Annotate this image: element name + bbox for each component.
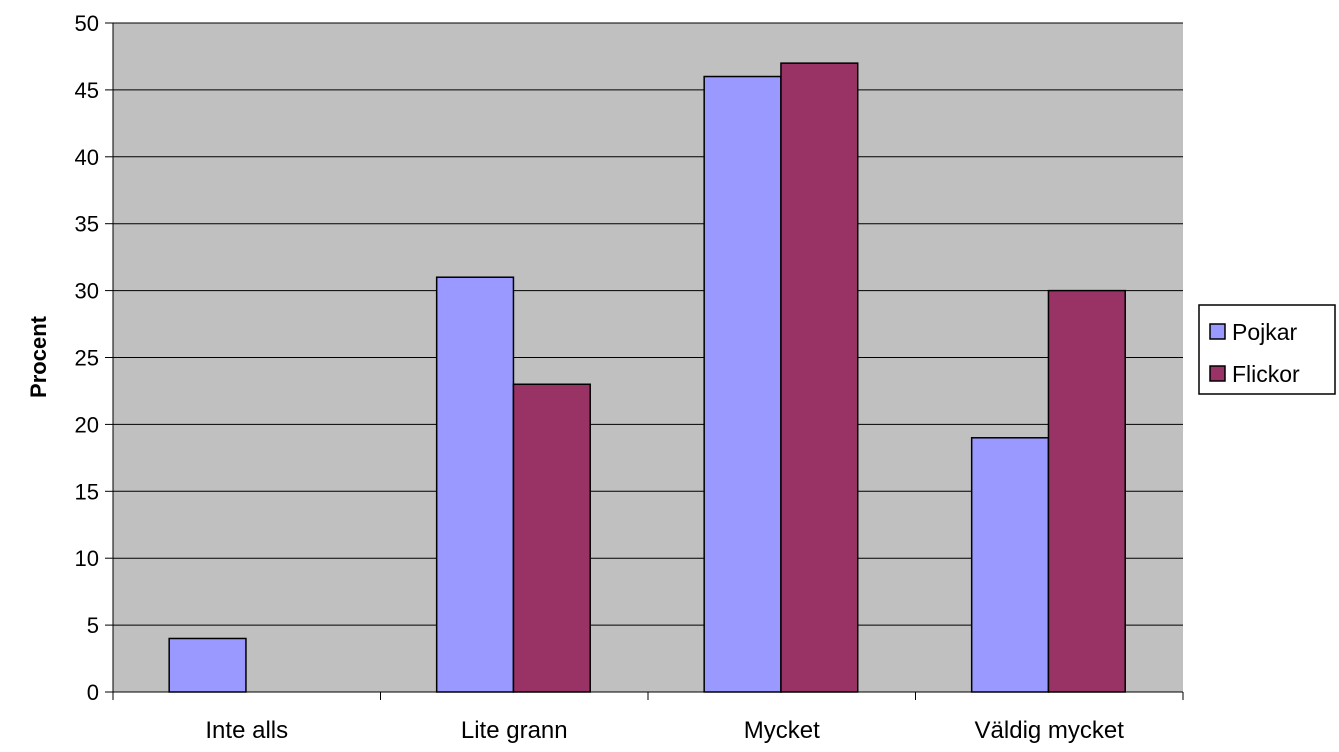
legend-box	[1198, 304, 1336, 395]
y-tick-label: 30	[75, 279, 99, 304]
gridlines	[113, 22, 1183, 626]
x-tick-label: Mycket	[744, 717, 820, 744]
y-axis-title: Procent	[26, 315, 51, 398]
y-tick-label: 15	[75, 479, 99, 504]
legend-swatch-pojkar	[1209, 323, 1226, 340]
bar-flickor-2	[780, 62, 859, 693]
x-tick-label: Inte alls	[205, 717, 288, 744]
y-tick-label: 10	[75, 546, 99, 571]
y-tick-label: 50	[75, 11, 99, 36]
bar-pojkar-0	[168, 637, 247, 693]
legend: Pojkar Flickor	[1198, 304, 1336, 395]
legend-label-pojkar: Pojkar	[1232, 319, 1298, 345]
legend-swatch-flickor	[1209, 365, 1226, 382]
bars	[168, 62, 1126, 693]
bar-pojkar-3	[970, 437, 1050, 693]
bar-pojkar-1	[435, 276, 515, 693]
bar-pojkar-2	[703, 75, 782, 693]
y-tick-label: 40	[75, 145, 99, 170]
y-tick-label: 5	[87, 613, 99, 638]
bar-flickor-1	[512, 383, 591, 693]
bar-flickor-3	[1047, 289, 1126, 693]
y-tick-label: 45	[75, 78, 99, 103]
x-tick-label: Lite grann	[461, 717, 568, 744]
y-tick-label: 35	[75, 212, 99, 237]
y-tick-labels: 0 5 10 15 20 25 30 35 40 45 50	[75, 11, 99, 705]
y-tick-label: 0	[87, 680, 99, 705]
y-tick-label: 20	[75, 412, 99, 437]
axes	[105, 22, 1184, 700]
x-tick-labels: Inte alls Lite grann Mycket Väldig mycket	[205, 717, 1124, 744]
y-tick-label: 25	[75, 346, 99, 371]
x-tick-label: Väldig mycket	[975, 717, 1125, 744]
legend-label-flickor: Flickor	[1232, 361, 1300, 387]
